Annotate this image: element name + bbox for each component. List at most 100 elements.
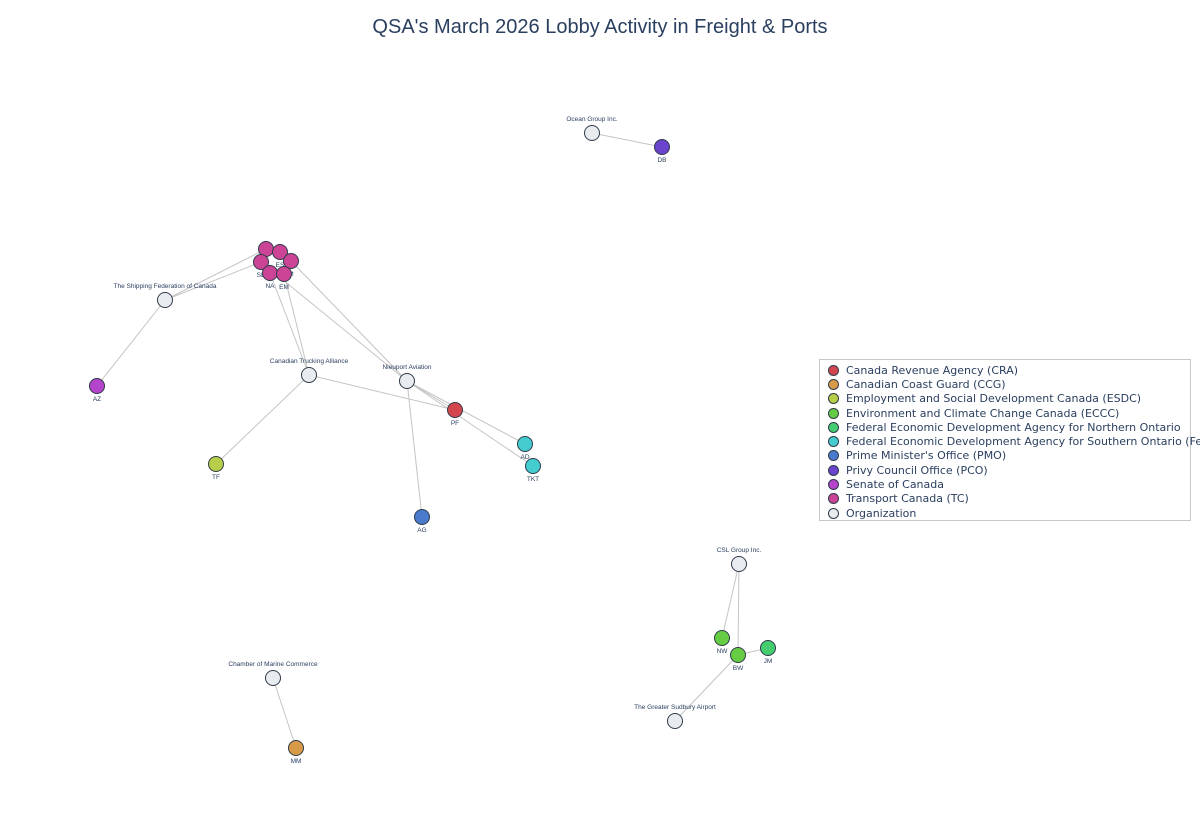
node-ocean[interactable]: Ocean Group Inc. bbox=[566, 116, 618, 141]
node-marker-tc4[interactable] bbox=[283, 253, 299, 269]
node-label-ocean: Ocean Group Inc. bbox=[566, 116, 617, 123]
node-marker-AZ[interactable] bbox=[89, 378, 105, 394]
node-label-ship: The Shipping Federation of Canada bbox=[114, 283, 217, 290]
node-marker-TF[interactable] bbox=[208, 456, 224, 472]
node-marker-tc2[interactable] bbox=[272, 244, 288, 260]
edge-nieu-AD bbox=[406, 380, 526, 445]
legend-label: Federal Economic Development Agency for … bbox=[846, 420, 1181, 434]
edge-layer bbox=[96, 132, 769, 749]
legend-swatch-icon bbox=[828, 364, 839, 376]
legend-swatch-icon bbox=[828, 421, 839, 433]
node-label-TF: TF bbox=[212, 474, 220, 481]
legend-swatch-icon bbox=[828, 393, 839, 405]
node-marker-ship[interactable] bbox=[157, 292, 173, 308]
node-marker-tc5[interactable] bbox=[262, 265, 278, 281]
edge-ocean-DB bbox=[591, 132, 663, 148]
legend-item-eccc[interactable]: Environment and Climate Change Canada (E… bbox=[828, 406, 1190, 420]
edge-nieu-tc4 bbox=[290, 260, 408, 382]
legend-item-org[interactable]: Organization bbox=[828, 506, 1190, 520]
legend-label: Employment and Social Development Canada… bbox=[846, 392, 1142, 406]
node-marker-AG[interactable] bbox=[414, 509, 430, 525]
node-AZ[interactable]: AZ bbox=[89, 378, 105, 404]
node-tc3[interactable]: SB bbox=[253, 254, 269, 280]
node-marker-truck[interactable] bbox=[301, 367, 317, 383]
legend-label: Canadian Coast Guard (CCG) bbox=[846, 377, 1006, 391]
node-label-sudbury: The Greater Sudbury Airport bbox=[634, 704, 716, 711]
node-nieu[interactable]: Nieuport Aviation bbox=[382, 364, 432, 389]
legend[interactable]: Canada Revenue Agency (CRA) Canadian Coas… bbox=[819, 359, 1200, 521]
node-marker-tc3[interactable] bbox=[253, 254, 269, 270]
legend-item-pmo[interactable]: Prime Minister's Office (PMO) bbox=[828, 449, 1190, 463]
legend-item-feddev[interactable]: Federal Economic Development Agency for … bbox=[828, 434, 1200, 448]
legend-label: Federal Economic Development Agency for … bbox=[846, 435, 1200, 449]
legend-label: Transport Canada (TC) bbox=[846, 492, 969, 506]
node-marker-csl[interactable] bbox=[731, 556, 747, 572]
node-marker-AD[interactable] bbox=[517, 436, 533, 452]
node-PF[interactable]: PF bbox=[447, 402, 463, 428]
legend-swatch-icon bbox=[828, 479, 839, 491]
node-truck[interactable]: Canadian Trucking Alliance bbox=[270, 358, 349, 383]
legend-item-senate[interactable]: Senate of Canada bbox=[828, 477, 1190, 491]
node-layer: Ocean Group Inc. DB The Shipping Federatio… bbox=[89, 116, 776, 766]
node-ship[interactable]: The Shipping Federation of Canada bbox=[114, 283, 217, 308]
node-label-tc6: EM bbox=[279, 284, 289, 291]
node-MM[interactable]: MM bbox=[288, 740, 304, 766]
node-label-AD: AD bbox=[520, 454, 529, 461]
node-NW[interactable]: NW bbox=[714, 630, 730, 656]
node-AD[interactable]: AD bbox=[517, 436, 533, 462]
node-label-MM: MM bbox=[291, 758, 302, 765]
edge-BW-sudbury bbox=[674, 654, 739, 722]
legend-item-pco[interactable]: Privy Council Office (PCO) bbox=[828, 463, 1190, 477]
node-marker-NW[interactable] bbox=[714, 630, 730, 646]
legend-label: Senate of Canada bbox=[846, 478, 944, 492]
node-TF[interactable]: TF bbox=[208, 456, 224, 482]
node-sudbury[interactable]: The Greater Sudbury Airport bbox=[634, 704, 716, 729]
node-marker-DB[interactable] bbox=[654, 139, 670, 155]
node-AG[interactable]: AG bbox=[414, 509, 430, 535]
legend-swatch-icon bbox=[828, 436, 839, 448]
node-marker-tc6[interactable] bbox=[276, 266, 292, 282]
legend-item-ccg[interactable]: Canadian Coast Guard (CCG) bbox=[828, 377, 1190, 391]
node-label-AG: AG bbox=[417, 527, 426, 534]
legend-swatch-icon bbox=[828, 407, 839, 419]
legend-swatch-icon bbox=[828, 507, 839, 519]
node-DB[interactable]: DB bbox=[654, 139, 670, 165]
node-marker-MM[interactable] bbox=[288, 740, 304, 756]
node-JM[interactable]: JM bbox=[760, 640, 776, 666]
node-marker-ocean[interactable] bbox=[584, 125, 600, 141]
node-label-AZ: AZ bbox=[93, 396, 101, 403]
legend-label: Environment and Climate Change Canada (E… bbox=[846, 406, 1120, 420]
node-label-tc3: SB bbox=[257, 272, 266, 279]
edge-nieu-AG bbox=[406, 380, 423, 518]
node-TKT[interactable]: TKT bbox=[525, 458, 541, 484]
node-tc6[interactable]: EM bbox=[276, 266, 292, 292]
node-marker-BW[interactable] bbox=[730, 647, 746, 663]
node-marker-TKT[interactable] bbox=[525, 458, 541, 474]
legend-label: Organization bbox=[846, 506, 917, 520]
node-marker-chamber[interactable] bbox=[265, 670, 281, 686]
node-marker-PF[interactable] bbox=[447, 402, 463, 418]
node-tc2[interactable]: ES bbox=[272, 244, 288, 270]
node-label-TKT: TKT bbox=[527, 476, 539, 483]
edge-ship-tc1 bbox=[164, 248, 267, 301]
node-marker-nieu[interactable] bbox=[399, 373, 415, 389]
node-marker-sudbury[interactable] bbox=[667, 713, 683, 729]
node-marker-JM[interactable] bbox=[760, 640, 776, 656]
legend-item-fednor[interactable]: Federal Economic Development Agency for … bbox=[828, 420, 1190, 434]
node-label-nieu: Nieuport Aviation bbox=[382, 364, 431, 371]
legend-item-tc[interactable]: Transport Canada (TC) bbox=[828, 492, 1190, 506]
chart-title: QSA's March 2026 Lobby Activity in Freig… bbox=[372, 16, 828, 38]
legend-item-esdc[interactable]: Employment and Social Development Canada… bbox=[828, 392, 1190, 406]
edge-ship-AZ bbox=[96, 299, 166, 387]
legend-item-cra[interactable]: Canada Revenue Agency (CRA) bbox=[828, 363, 1190, 377]
node-csl[interactable]: CSL Group Inc. bbox=[717, 547, 762, 572]
node-chamber[interactable]: Chamber of Marine Commerce bbox=[228, 661, 318, 686]
edge-chamber-MM bbox=[272, 677, 297, 749]
legend-swatch-icon bbox=[828, 450, 839, 462]
node-label-JM: JM bbox=[764, 658, 773, 665]
node-label-truck: Canadian Trucking Alliance bbox=[270, 358, 349, 365]
edge-truck-PF bbox=[308, 374, 456, 411]
node-BW[interactable]: BW bbox=[730, 647, 746, 673]
edge-truck-tc5 bbox=[269, 272, 310, 376]
